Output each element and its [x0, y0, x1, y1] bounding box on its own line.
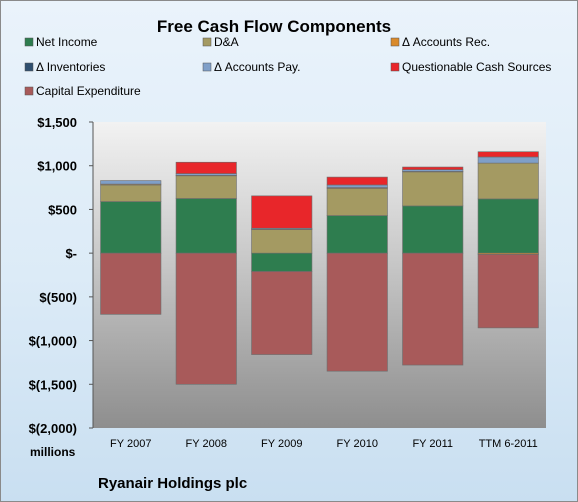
plot-area	[93, 122, 546, 428]
legend-swatch-capital-expenditure	[24, 86, 34, 96]
x-tick-label: TTM 6-2011	[479, 438, 538, 450]
bar-segment-net-income	[251, 252, 313, 272]
company-name: Ryanair Holdings plc	[98, 475, 247, 492]
legend-label-net-income: Net Income	[36, 35, 98, 49]
legend-swatch-danda	[202, 37, 212, 47]
legend-swatch-delta-accounts-rec	[390, 37, 400, 47]
bar-segment-danda	[175, 175, 237, 199]
legend-swatch-questionable-cash-sources	[390, 62, 400, 72]
bar-segment-delta-accounts-pay	[477, 156, 539, 164]
y-tick-label: $1,000	[37, 159, 77, 174]
legend-label-delta-inventories: Δ Inventories	[36, 60, 105, 74]
units-label: millions	[30, 445, 76, 459]
bar-segment-net-income	[402, 205, 464, 254]
bar-segment-net-income	[175, 198, 237, 254]
y-tick-label: $(1,000)	[29, 334, 77, 349]
x-axis: FY 2007 FY 2008 FY 2009 FY 2010 FY 2011 TTM 6…	[110, 438, 538, 450]
y-tick-label: $(1,500)	[29, 377, 77, 392]
legend-label-questionable-cash-sources: Questionable Cash Sources	[402, 60, 551, 74]
legend-swatch-net-income	[24, 37, 34, 47]
bar-segment-net-income	[326, 215, 388, 254]
y-axis: $1,500 $1,000 $500 $- $(500) $(1,000) $(1,500)…	[29, 115, 94, 436]
bar-segment-delta-accounts-pay	[100, 180, 162, 185]
y-tick-label: $500	[48, 202, 77, 217]
bar-segment-danda	[326, 188, 388, 216]
y-tick-label: $(2,000)	[29, 421, 77, 436]
legend-label-delta-accounts-rec: Δ Accounts Rec.	[402, 35, 490, 49]
bar-segment-capital-expenditure	[326, 252, 388, 372]
bar-segment-questionable-cash-sources	[402, 166, 464, 170]
legend: Net Income D&A Δ Accounts Rec. Δ Inventorie…	[24, 35, 551, 98]
bars-group	[100, 151, 539, 385]
bar-segment-capital-expenditure	[402, 252, 464, 366]
bar-segment-capital-expenditure	[175, 252, 237, 385]
chart-title: Free Cash Flow Components	[157, 17, 391, 36]
bar-segment-danda	[100, 184, 162, 202]
bar-segment-danda	[251, 229, 313, 254]
bar-segment-delta-accounts-pay	[326, 184, 388, 188]
bar-segment-questionable-cash-sources	[175, 161, 237, 174]
legend-label-capital-expenditure: Capital Expenditure	[36, 84, 141, 98]
bar-segment-danda	[402, 171, 464, 207]
y-tick-label: $1,500	[37, 115, 77, 130]
bar-segment-danda	[477, 162, 539, 200]
x-tick-label: FY 2008	[186, 438, 227, 450]
bar-segment-questionable-cash-sources	[251, 195, 313, 229]
legend-swatch-delta-inventories	[24, 62, 34, 72]
x-tick-label: FY 2011	[412, 438, 453, 450]
bar-segment-questionable-cash-sources	[326, 176, 388, 186]
x-tick-label: FY 2009	[261, 438, 302, 450]
legend-label-delta-accounts-pay: Δ Accounts Pay.	[214, 60, 301, 74]
x-tick-label: FY 2010	[337, 438, 378, 450]
legend-label-danda: D&A	[214, 35, 239, 49]
bar-segment-net-income	[477, 198, 539, 254]
y-tick-label: $-	[65, 246, 77, 261]
y-tick-label: $(500)	[39, 290, 77, 305]
bar-segment-capital-expenditure	[251, 271, 313, 355]
bar-segment-capital-expenditure	[100, 252, 162, 315]
bar-segment-questionable-cash-sources	[477, 151, 539, 158]
legend-swatch-delta-accounts-pay	[202, 62, 212, 72]
bar-segment-net-income	[100, 201, 162, 254]
bar-segment-capital-expenditure	[477, 254, 539, 329]
x-tick-label: FY 2007	[110, 438, 151, 450]
